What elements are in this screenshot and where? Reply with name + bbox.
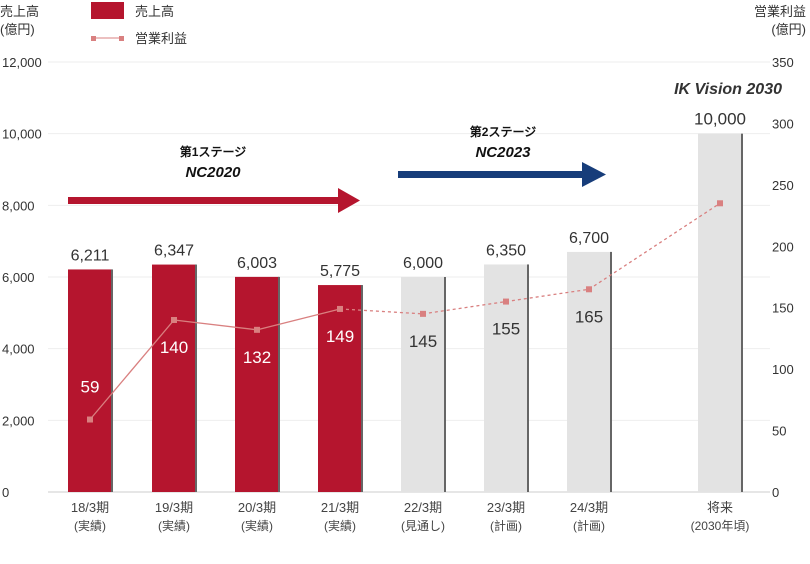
y-left-tick: 8,000	[2, 198, 35, 213]
profit-line-segment	[422, 300, 507, 315]
sales-label: 6,003	[237, 255, 277, 272]
profit-label: 165	[575, 307, 603, 326]
x-tick-sublabel: (実績)	[241, 518, 273, 533]
legend-profit-marker	[119, 36, 124, 41]
x-tick-label: 20/3期	[238, 500, 276, 515]
stage2-arrow	[398, 171, 584, 178]
sales-bar	[235, 276, 279, 492]
profit-point	[337, 305, 343, 312]
y-left-tick: 12,000	[2, 55, 42, 70]
sales-label: 6,350	[486, 242, 526, 259]
sales-bar	[401, 277, 445, 492]
y-right-tick: 300	[772, 116, 794, 131]
legend-sales-label: 売上高	[135, 4, 174, 19]
y-right-tick: 50	[772, 424, 786, 439]
profit-point	[717, 200, 723, 207]
sales-bar	[68, 269, 112, 492]
x-tick-label: 19/3期	[155, 500, 193, 515]
sales-bar	[698, 133, 742, 492]
sales-bar-edge	[278, 276, 280, 492]
y-right-tick: 0	[772, 485, 779, 500]
profit-line-segment	[588, 202, 721, 290]
legend-profit-marker	[91, 36, 96, 41]
y-right-tick: 200	[772, 239, 794, 254]
y-right-label: (億円)	[771, 22, 806, 37]
y-left-tick: 10,000	[2, 127, 42, 142]
y-right-tick: 150	[772, 301, 794, 316]
profit-point	[586, 286, 592, 293]
y-right-label: 営業利益	[754, 4, 806, 19]
y-right-tick: 250	[772, 178, 794, 193]
sales-bar-edge	[361, 285, 363, 492]
sales-bar	[318, 285, 362, 492]
x-tick-sublabel: (計画)	[573, 518, 605, 533]
profit-point	[503, 298, 509, 305]
profit-point	[254, 326, 260, 333]
x-tick-label: 21/3期	[321, 500, 359, 515]
vision-label: IK Vision 2030	[674, 81, 782, 98]
sales-bar-edge	[111, 269, 113, 492]
profit-line-segment	[256, 308, 341, 331]
x-tick-sublabel: (計画)	[490, 518, 522, 533]
y-left-tick: 0	[2, 485, 9, 500]
profit-label: 145	[409, 332, 437, 351]
y-left-tick: 4,000	[2, 342, 35, 357]
x-tick-label: 将来	[707, 500, 733, 515]
x-tick-sublabel: (実績)	[324, 518, 356, 533]
sales-bar	[152, 264, 196, 492]
stage2-label: 第2ステージ	[470, 124, 536, 139]
x-tick-sublabel: (実績)	[158, 518, 190, 533]
profit-label: 149	[326, 327, 354, 346]
profit-label: 155	[492, 320, 520, 339]
x-tick-label: 24/3期	[570, 500, 608, 515]
sales-label: 6,211	[71, 247, 110, 264]
profit-point	[420, 310, 426, 317]
sales-bar-edge	[741, 133, 743, 492]
y-right-tick: 100	[772, 362, 794, 377]
profit-line-segment	[89, 319, 175, 420]
y-left-label: (億円)	[0, 22, 35, 37]
legend-profit-label: 営業利益	[135, 31, 187, 46]
profit-line-segment	[339, 308, 424, 315]
profit-label: 140	[160, 338, 188, 357]
sales-label: 6,000	[403, 255, 443, 272]
y-left-label: 売上高	[0, 4, 39, 19]
y-left-tick: 6,000	[2, 270, 35, 285]
y-right-tick: 350	[772, 55, 794, 70]
x-tick-sublabel: (実績)	[74, 518, 106, 533]
sales-label: 6,700	[569, 230, 609, 247]
stage2-name: NC2023	[475, 144, 531, 161]
stage2-arrow-head	[582, 162, 606, 187]
y-left-tick: 2,000	[2, 413, 35, 428]
sales-label: 10,000	[694, 110, 746, 129]
x-tick-sublabel: (2030年頃)	[691, 519, 750, 533]
stage1-name: NC2020	[185, 164, 241, 181]
x-tick-label: 22/3期	[404, 500, 442, 515]
legend-sales-swatch	[91, 2, 124, 19]
x-tick-label: 23/3期	[487, 500, 525, 515]
profit-point	[87, 416, 93, 423]
sales-bar-edge	[444, 277, 446, 492]
profit-line-segment	[173, 319, 258, 331]
sales-bar-edge	[610, 251, 612, 492]
stage1-arrow	[68, 197, 340, 204]
profit-label: 132	[243, 348, 271, 367]
sales-label: 6,347	[154, 243, 194, 260]
profit-point	[171, 317, 177, 323]
x-tick-label: 18/3期	[71, 500, 109, 515]
stage1-label: 第1ステージ	[180, 144, 246, 159]
profit-label: 59	[81, 378, 100, 397]
profit-line-segment	[505, 288, 590, 303]
sales-bar-edge	[527, 264, 529, 492]
x-tick-sublabel: (見通し)	[401, 519, 445, 533]
sales-bar-edge	[195, 264, 197, 492]
sales-label: 5,775	[320, 263, 360, 280]
stage1-arrow-head	[338, 188, 360, 213]
